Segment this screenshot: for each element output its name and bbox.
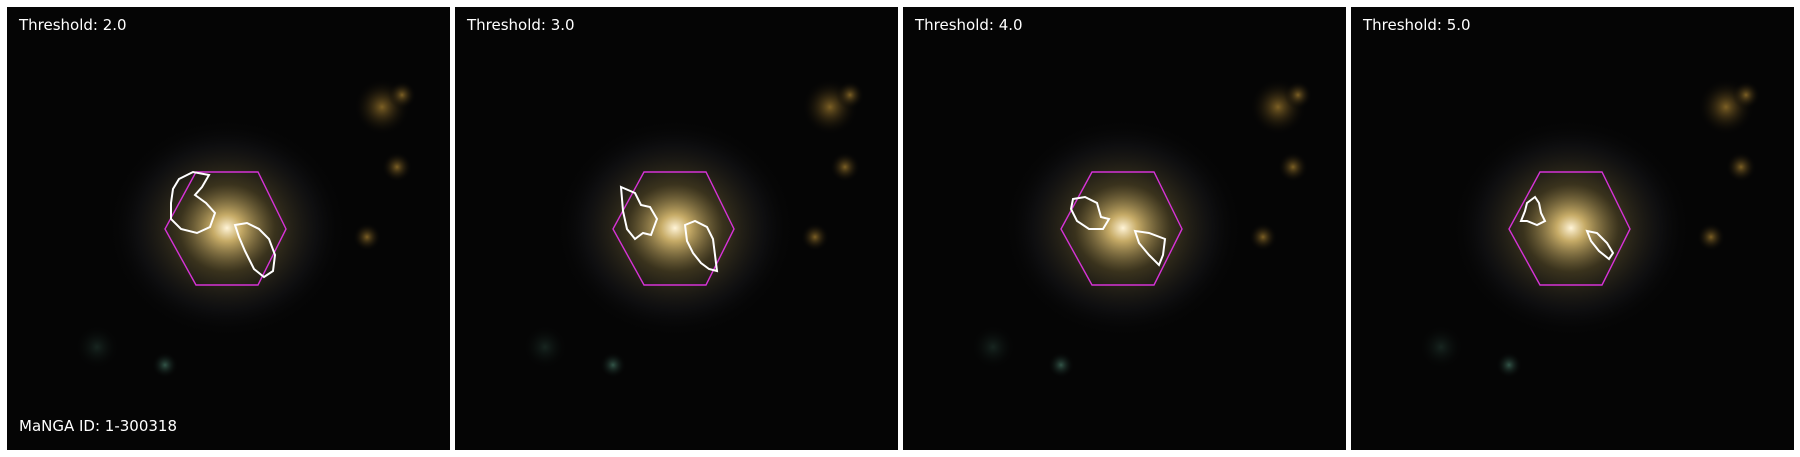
image-strip: Threshold: 2.0 MaNGA ID: 1-300318 (7, 7, 1797, 450)
galaxy-glow (1003, 118, 1243, 338)
galaxy-glow (107, 118, 347, 338)
image-panel-threshold-5: Threshold: 5.0 (1351, 7, 1794, 450)
neighbor-source (971, 325, 1015, 369)
contour (170, 170, 217, 235)
neighbor-source (1697, 223, 1725, 251)
neighbor-source (1249, 223, 1277, 251)
threshold-label: Threshold: 3.0 (467, 16, 575, 34)
neighbor-source (382, 152, 412, 182)
neighbor-source (1726, 152, 1756, 182)
threshold-label: Threshold: 5.0 (1363, 16, 1471, 34)
neighbor-source (388, 81, 416, 109)
neighbor-source (152, 352, 178, 378)
galaxy-glow (555, 118, 795, 338)
contour (1519, 195, 1547, 227)
galaxy-image (1351, 7, 1794, 450)
contour (1133, 229, 1167, 267)
galaxy-glow (1451, 118, 1691, 338)
ifu-hexagon (164, 171, 287, 286)
contour (619, 185, 659, 241)
galaxy-image (903, 7, 1346, 450)
neighbor-source (523, 325, 567, 369)
neighbor-source (353, 223, 381, 251)
neighbor-source (1278, 152, 1308, 182)
neighbor-source (75, 325, 119, 369)
ifu-hexagon (1508, 171, 1631, 286)
contour (1069, 195, 1111, 230)
threshold-label: Threshold: 2.0 (19, 16, 127, 34)
neighbor-source (801, 223, 829, 251)
neighbor-source (1419, 325, 1463, 369)
neighbor-source (600, 352, 626, 378)
ifu-hexagon (1060, 171, 1183, 286)
neighbor-source (1732, 81, 1760, 109)
contour (683, 219, 719, 273)
image-panel-threshold-4: Threshold: 4.0 (903, 7, 1346, 450)
neighbor-source (836, 81, 864, 109)
ifu-hexagon (612, 171, 735, 286)
neighbor-source (1048, 352, 1074, 378)
contour (233, 221, 277, 279)
neighbor-source (830, 152, 860, 182)
image-panel-threshold-3: Threshold: 3.0 (455, 7, 898, 450)
neighbor-source (1284, 81, 1312, 109)
image-panel-threshold-2: Threshold: 2.0 MaNGA ID: 1-300318 (7, 7, 450, 450)
manga-id-label: MaNGA ID: 1-300318 (19, 417, 178, 435)
neighbor-source (1496, 352, 1522, 378)
contour (1585, 229, 1615, 261)
galaxy-image (7, 7, 450, 450)
threshold-label: Threshold: 4.0 (915, 16, 1023, 34)
galaxy-image (455, 7, 898, 450)
